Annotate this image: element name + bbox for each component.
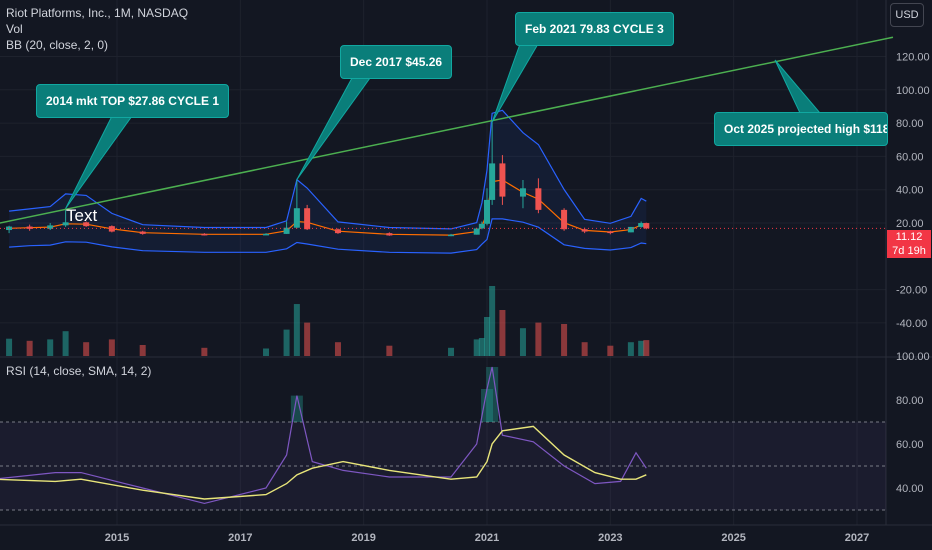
volume-bar xyxy=(535,322,542,356)
time-axis-label: 2015 xyxy=(105,532,129,544)
price-axis-label: -40.00 xyxy=(896,318,927,330)
candle-body xyxy=(499,163,506,197)
countdown-tag: 7d 19h xyxy=(887,244,931,258)
vol-legend: Vol xyxy=(6,22,23,36)
candle-body xyxy=(581,229,588,232)
candle-body xyxy=(108,226,115,232)
rsi-axis-label: 80.00 xyxy=(896,395,924,407)
text-marker[interactable]: Text xyxy=(66,206,98,225)
candle-body xyxy=(607,231,614,234)
volume-bar xyxy=(448,347,455,356)
rsi-axis-label: 100.00 xyxy=(896,351,930,363)
volume-bar xyxy=(473,339,480,356)
candle-body xyxy=(489,163,496,200)
candle-body xyxy=(293,208,300,228)
callout-pointer-2017 xyxy=(296,77,371,180)
time-axis-label: 2021 xyxy=(475,532,499,544)
currency-button[interactable]: USD xyxy=(890,3,924,27)
volume-bar xyxy=(304,322,311,356)
volume-bar xyxy=(581,342,588,356)
price-axis-label: 80.00 xyxy=(896,118,924,130)
volume-bar xyxy=(499,310,506,356)
volume-bar xyxy=(47,339,54,356)
symbol-title: Riot Platforms, Inc., 1M, NASDAQ xyxy=(6,6,189,20)
candle-body xyxy=(26,226,33,229)
volume-bar xyxy=(386,345,393,356)
price-axis-label: 20.00 xyxy=(896,218,924,230)
volume-bar xyxy=(293,304,300,356)
candle-body xyxy=(535,188,542,210)
rsi-overbought-fill xyxy=(481,389,493,422)
candle-body xyxy=(334,229,341,234)
candle-body xyxy=(47,225,54,229)
bollinger-lower-band xyxy=(9,218,647,254)
candle-body xyxy=(519,188,526,197)
time-axis-label: 2027 xyxy=(845,532,869,544)
rsi-axis-label: 60.00 xyxy=(896,439,924,451)
volume-bar xyxy=(83,342,90,356)
volume-bar xyxy=(263,348,270,356)
candle-body xyxy=(638,223,645,227)
volume-bar xyxy=(6,338,13,356)
candle-body xyxy=(386,233,393,236)
time-axis-label: 2025 xyxy=(721,532,745,544)
price-axis-label: -20.00 xyxy=(896,285,927,297)
callout-pointer-2014 xyxy=(65,115,133,209)
last-price-tag: 11.12 xyxy=(887,230,931,244)
volume-bar xyxy=(519,328,526,356)
candle-body xyxy=(478,223,485,229)
time-axis-label: 2023 xyxy=(598,532,622,544)
time-axis-label: 2019 xyxy=(351,532,375,544)
volume-bar xyxy=(478,338,485,356)
callout-pointer-2025 xyxy=(774,59,822,114)
candle-body xyxy=(473,228,480,235)
volume-bar xyxy=(334,342,341,356)
volume-bar xyxy=(561,324,568,356)
candle-body xyxy=(6,226,13,231)
price-axis-label: 40.00 xyxy=(896,185,924,197)
rsi-axis-label: 40.00 xyxy=(896,483,924,495)
rsi-legend: RSI (14, close, SMA, 14, 2) xyxy=(6,364,152,378)
callout-2025-projection[interactable]: Oct 2025 projected high $118.49 xyxy=(714,112,888,146)
candle-body xyxy=(484,199,490,224)
volume-bar xyxy=(108,339,115,356)
candle-body xyxy=(139,231,146,234)
bb-legend: BB (20, close, 2, 0) xyxy=(6,38,109,52)
candle-body xyxy=(627,226,634,233)
time-axis-label: 2017 xyxy=(228,532,252,544)
callout-2021-top[interactable]: Feb 2021 79.83 CYCLE 3 xyxy=(515,12,674,46)
candle-body xyxy=(201,233,208,236)
candle-body xyxy=(62,222,69,226)
volume-bar xyxy=(283,329,290,356)
candle-body xyxy=(643,223,650,229)
candle-body xyxy=(561,209,568,230)
volume-bar xyxy=(62,331,69,356)
price-axis-label: 60.00 xyxy=(896,151,924,163)
price-axis-label: 120.00 xyxy=(896,52,930,64)
projection-trendline xyxy=(0,36,894,224)
volume-bar xyxy=(638,340,645,356)
volume-bar xyxy=(643,340,650,356)
volume-bar xyxy=(607,345,614,356)
volume-bar xyxy=(627,342,634,356)
bollinger-basis xyxy=(9,179,647,236)
candle-body xyxy=(83,222,90,227)
volume-bar xyxy=(484,317,490,356)
callout-2017-top[interactable]: Dec 2017 $45.26 xyxy=(340,45,453,79)
callout-pointer-2021 xyxy=(491,43,539,123)
price-axis-label: 100.00 xyxy=(896,85,930,97)
volume-bar xyxy=(201,347,208,356)
candle-body xyxy=(283,227,290,234)
candle-body xyxy=(448,234,455,237)
rsi-ma-line xyxy=(0,425,647,500)
candle-body xyxy=(304,208,311,230)
rsi-line xyxy=(0,366,647,505)
volume-bar xyxy=(26,340,33,356)
volume-bar xyxy=(139,345,146,356)
candle-body xyxy=(263,233,270,236)
volume-bar xyxy=(489,286,496,356)
callout-2014-top[interactable]: 2014 mkt TOP $27.86 CYCLE 1 xyxy=(36,84,229,118)
